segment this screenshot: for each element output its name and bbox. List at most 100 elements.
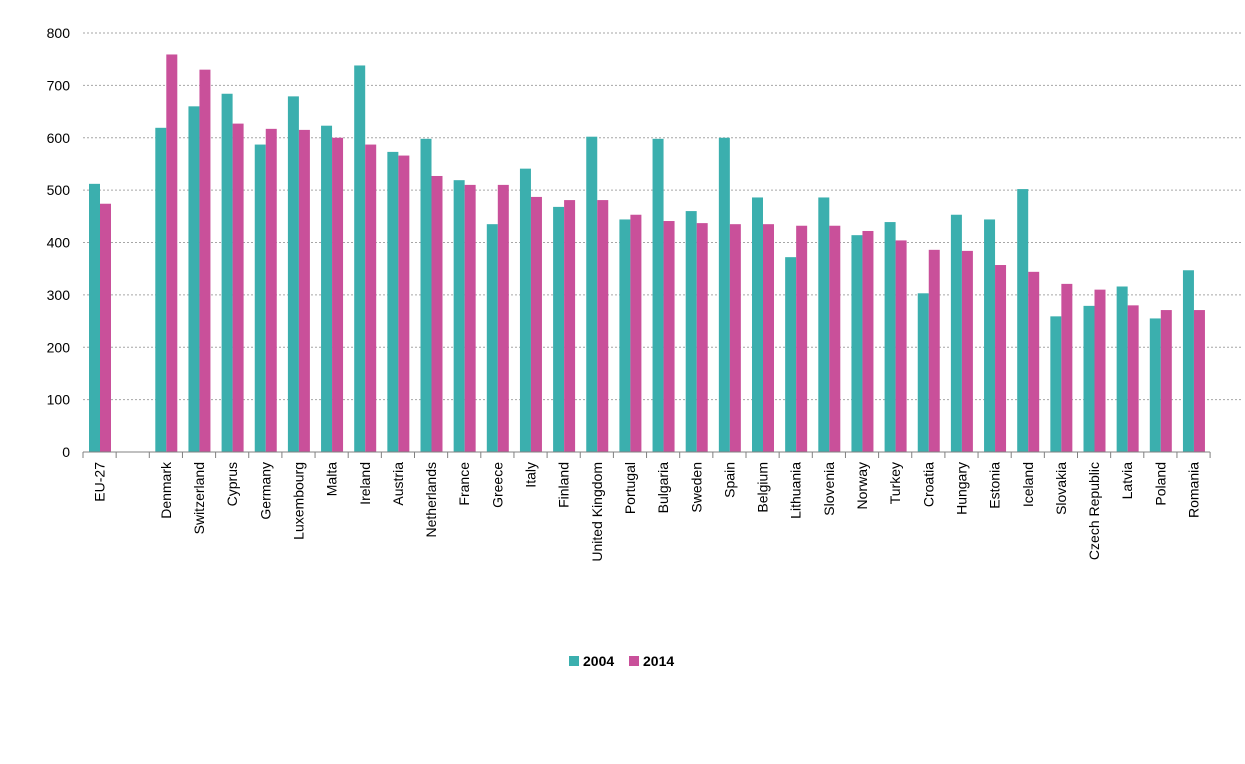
y-tick-label: 300: [47, 287, 71, 303]
bar-2004: [851, 235, 863, 452]
category-label: Slovenia: [821, 462, 837, 516]
category-label: Spain: [721, 462, 737, 498]
bar-2004: [321, 125, 333, 452]
bar-2004: [1149, 318, 1161, 452]
category-label: Lithuania: [788, 462, 804, 519]
bar-2004: [1017, 189, 1029, 452]
bar-2014: [829, 225, 841, 452]
category-label: Slovakia: [1053, 462, 1069, 515]
bar-2004: [785, 257, 797, 452]
legend-swatch-2014: [629, 656, 639, 666]
category-label: Ireland: [357, 462, 373, 505]
category-label: Croatia: [920, 462, 936, 507]
bars: [89, 54, 1205, 453]
category-label: Turkey: [887, 462, 903, 504]
y-tick-label: 500: [47, 182, 71, 198]
bar-2004: [718, 137, 730, 452]
bar-2004: [586, 136, 598, 452]
bar-2014: [398, 155, 410, 452]
bar-2014: [696, 223, 708, 452]
category-label: Belgium: [755, 462, 771, 513]
bar-2004: [221, 93, 233, 452]
bar-2014: [530, 196, 542, 452]
bar-2014: [497, 184, 509, 452]
category-label: Hungary: [953, 462, 969, 515]
bar-2014: [100, 203, 111, 452]
bar-2014: [1127, 305, 1139, 452]
bar-2004: [254, 144, 266, 452]
y-tick-label: 0: [62, 444, 70, 460]
category-label: Austria: [390, 462, 406, 506]
bar-2004: [188, 106, 200, 452]
bar-2004: [486, 224, 498, 452]
bar-2004: [1116, 286, 1128, 452]
category-label: Norway: [854, 462, 870, 509]
bar-2014: [464, 184, 476, 452]
bar-2014: [895, 240, 907, 452]
bar-2014: [232, 123, 244, 453]
legend-label-2014: 2014: [643, 653, 674, 669]
bar-2014: [431, 175, 443, 453]
bar-2004: [818, 197, 830, 452]
bar-2014: [1160, 310, 1172, 452]
bar-2004: [553, 206, 565, 452]
bar-2014: [928, 249, 940, 452]
bar-2004: [1083, 305, 1095, 452]
bar-2014: [199, 69, 211, 452]
category-label: Romania: [1186, 462, 1202, 518]
category-label: Germany: [257, 462, 273, 520]
bar-2004: [89, 183, 100, 452]
category-label: Greece: [489, 462, 505, 508]
category-label: Portugal: [622, 462, 638, 514]
bar-2014: [564, 200, 576, 452]
bar-2014: [332, 137, 344, 452]
category-label: Denmark: [158, 461, 174, 519]
category-label: Poland: [1152, 462, 1168, 506]
category-label: Switzerland: [191, 462, 207, 534]
bar-2004: [950, 214, 962, 452]
y-tick-label: 100: [47, 392, 71, 408]
bar-2014: [663, 221, 675, 452]
bar-2004: [453, 180, 465, 453]
bar-2014: [166, 54, 178, 452]
bar-2014: [298, 129, 310, 452]
category-label: Cyprus: [224, 462, 240, 506]
x-axis: EU-27 Denmark Switzerland Cyprus Germany Luxe…: [82, 451, 1211, 562]
category-label: Bulgaria: [655, 462, 671, 514]
legend-swatch-2004: [569, 656, 579, 666]
bar-2004: [354, 65, 366, 452]
y-tick-label: 800: [47, 25, 71, 41]
category-label: Italy: [523, 462, 539, 488]
bar-2004: [652, 138, 664, 453]
bar-2004: [287, 96, 299, 453]
legend: 2004 2014: [569, 653, 674, 669]
bar-2004: [155, 127, 167, 453]
bar-2014: [995, 265, 1007, 452]
bar-2004: [917, 293, 929, 452]
bar-2014: [961, 250, 973, 452]
bar-2004: [685, 211, 697, 452]
bar-2014: [630, 214, 642, 452]
y-tick-label: 400: [47, 235, 71, 251]
bar-2014: [796, 225, 808, 452]
bar-2004: [619, 219, 631, 452]
bar-2014: [1193, 310, 1205, 452]
bar-2004: [387, 151, 399, 452]
category-label: Czech Republic: [1086, 462, 1102, 560]
bar-2004: [519, 168, 531, 452]
category-label: Latvia: [1119, 462, 1135, 500]
bar-2014: [365, 144, 377, 452]
bar-2004: [984, 219, 996, 452]
category-label: Iceland: [1020, 462, 1036, 507]
category-label: Finland: [556, 462, 572, 508]
y-axis: 0 100 200 300 400 500 600 700 800: [47, 25, 71, 460]
bar-2004: [884, 222, 896, 452]
category-label: Luxembourg: [290, 462, 306, 540]
bar-2004: [1050, 316, 1062, 452]
legend-label-2004: 2004: [583, 653, 614, 669]
category-label: Estonia: [987, 462, 1003, 509]
bar-2014: [862, 230, 874, 452]
bar-2014: [1028, 271, 1040, 452]
bar-2014: [729, 224, 741, 452]
